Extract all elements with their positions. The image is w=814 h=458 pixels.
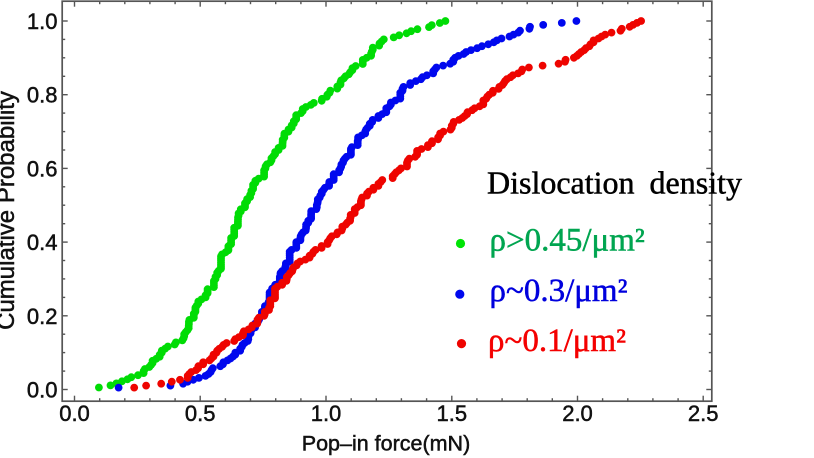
svg-text:ρ~0.3/μm²: ρ~0.3/μm² <box>490 273 628 309</box>
svg-text:Pop–in force(mN): Pop–in force(mN) <box>302 432 470 456</box>
svg-text:ρ>0.45/μm²: ρ>0.45/μm² <box>490 222 645 258</box>
svg-text:0.0: 0.0 <box>27 378 58 403</box>
svg-text:0.4: 0.4 <box>27 230 58 255</box>
svg-text:1.5: 1.5 <box>437 401 468 426</box>
svg-text:Dislocation density: Dislocation density <box>487 165 742 201</box>
svg-text:Cumulative Probability: Cumulative Probability <box>0 91 20 330</box>
svg-text:0.0: 0.0 <box>59 401 90 426</box>
svg-text:0.5: 0.5 <box>185 401 216 426</box>
svg-text:1.0: 1.0 <box>27 9 58 34</box>
svg-text:ρ~0.1/μm²: ρ~0.1/μm² <box>488 323 626 359</box>
svg-text:0.2: 0.2 <box>27 304 58 329</box>
svg-text:2.0: 2.0 <box>562 401 593 426</box>
svg-text:0.8: 0.8 <box>27 83 58 108</box>
svg-text:2.5: 2.5 <box>688 401 719 426</box>
svg-text:1.0: 1.0 <box>311 401 342 426</box>
svg-text:0.6: 0.6 <box>27 156 58 181</box>
